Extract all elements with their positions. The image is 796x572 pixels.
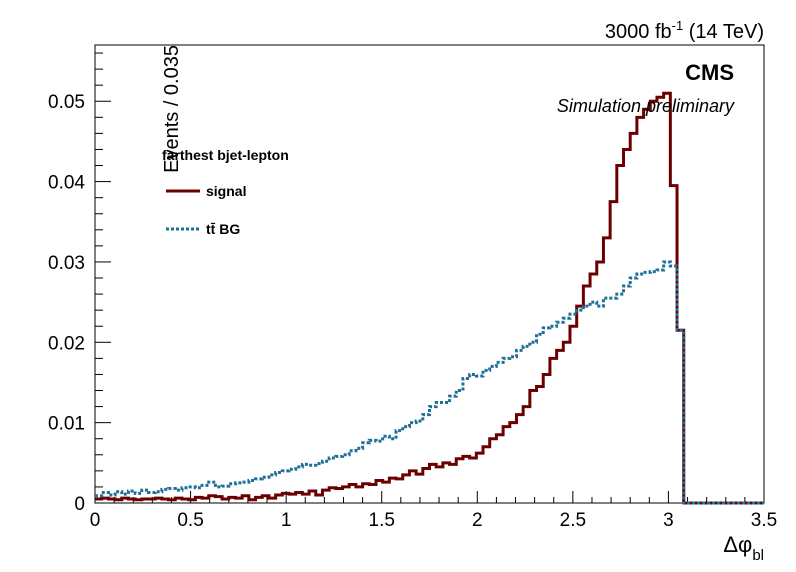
- x-tick-label: 2: [472, 510, 483, 531]
- x-tick-label: 1.5: [369, 510, 395, 531]
- x-tick-label: 3.5: [751, 510, 777, 531]
- status-label: Simulation preliminary: [557, 96, 735, 116]
- x-tick-label: 3: [663, 510, 674, 531]
- lumi-label: 3000 fb-1 (14 TeV): [605, 18, 764, 43]
- y-tick-label: 0.05: [48, 92, 85, 113]
- legend-title: farthest bjet-lepton: [162, 147, 289, 163]
- x-tick-label: 1: [281, 510, 292, 531]
- plot-frame: [94, 44, 765, 504]
- legend-label-signal: signal: [206, 183, 246, 199]
- y-axis-title: Events / 0.035: [161, 45, 183, 173]
- y-tick-label: 0: [74, 494, 85, 515]
- x-axis: 0 0.5 1 1.5 2 2.5 3 3.5: [90, 491, 777, 531]
- legend-entry-signal: signal: [166, 183, 246, 199]
- plot-area: [95, 91, 764, 505]
- x-tick-label: 0.5: [177, 510, 203, 531]
- y-tick-label: 0.01: [48, 414, 85, 435]
- legend-entry-ttbar: tt̄ BG: [166, 221, 240, 237]
- x-tick-label: 0: [90, 510, 101, 531]
- legend-label-ttbar: tt̄ BG: [206, 221, 240, 237]
- series-line-signal: [95, 91, 764, 505]
- y-tick-label: 0.04: [48, 173, 85, 194]
- y-tick-label: 0.02: [48, 333, 85, 354]
- y-tick-label: 0.03: [48, 253, 85, 274]
- y-axis: 0 0.01 0.02 0.03 0.04 0.05: [48, 52, 111, 515]
- x-axis-title: Δφbl: [723, 532, 764, 564]
- experiment-label: CMS: [685, 60, 734, 85]
- series-line-ttbar: [95, 260, 764, 505]
- x-tick-label: 2.5: [560, 510, 586, 531]
